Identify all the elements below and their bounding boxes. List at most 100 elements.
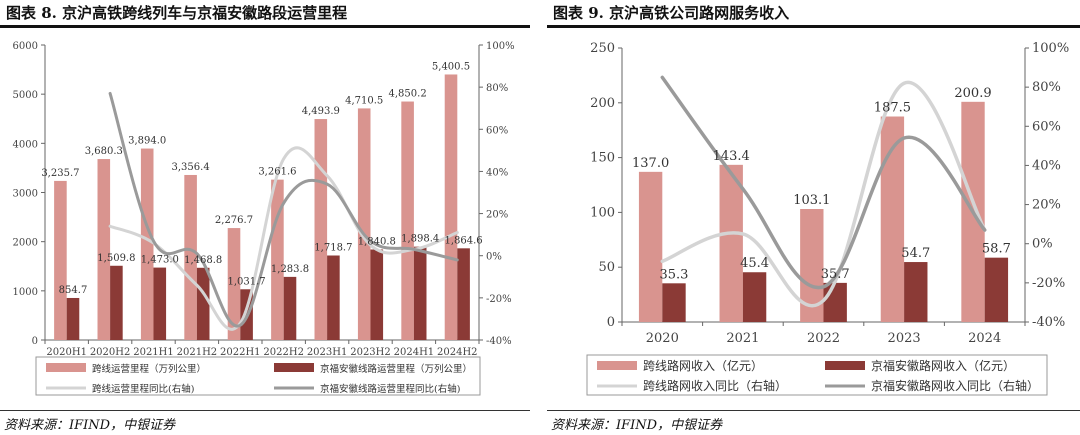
x-tick-label: 2024H2 [437,347,478,358]
y-tick-label-right: 60% [1032,119,1061,134]
title-rule [547,25,1080,28]
y-tick-label-left: 3000 [13,189,38,200]
data-label: 143.4 [713,149,750,164]
source-rule [547,410,1080,411]
data-label: 4,850.2 [389,89,427,100]
chart-title: 图表 8. 京沪高铁跨线列车与京福安徽路段运营里程 [6,4,348,22]
bar-primary [97,159,111,340]
bar-secondary [662,283,686,322]
y-tick-label-left: 0 [607,315,615,330]
data-label: 5,400.5 [432,61,470,72]
data-label: 3,261.6 [258,167,296,178]
data-label: 3,356.4 [172,162,210,173]
bar-primary [719,164,743,322]
bar-secondary [457,248,470,340]
revenue-chart: 0 50 100 150 200 250 -40% -20% 0% 20% 40% 60% 80% 100… [586,41,1069,396]
data-label: 187.5 [874,101,911,116]
bar-secondary [327,255,340,340]
legend-label: 京福安徽线路运营里程（万列公里） [320,363,472,375]
data-label: 35.3 [660,267,689,282]
y-tick-label-right: 40% [486,167,508,178]
title-rule [0,25,530,28]
data-label: 4,493.9 [302,106,340,117]
yoy-line-primary [108,146,459,331]
bar-primary [444,74,458,341]
chart-title: 图表 9. 京沪高铁公司路网服务收入 [553,4,790,22]
data-label: 103.1 [793,193,830,208]
x-tick-label: 2024H1 [394,347,435,358]
bar-secondary [66,297,80,340]
y-tick-label-right: 80% [1032,80,1061,95]
yoy-line-secondary [108,91,459,328]
data-label: 4,710.5 [345,95,383,106]
y-tick-label-right: 20% [486,210,508,221]
data-label: 3,235.7 [41,168,79,179]
bar-primary [638,171,663,322]
bar-secondary [196,267,210,340]
y-tick-label-right: -20% [1032,276,1065,291]
data-label: 1,864.6 [445,235,483,246]
y-tick-label-left: 0 [32,336,38,347]
data-label: 1,509.8 [97,253,135,264]
y-tick-label-right: 80% [486,83,508,94]
data-label: 1,840.8 [358,236,396,247]
data-label: 1,473.0 [141,255,179,266]
data-label: 2,276.7 [215,215,253,226]
source-note: 资料来源：IFIND，中银证券 [551,418,723,433]
y-tick-label-left: 250 [590,41,615,56]
x-tick-label: 2023 [888,331,921,346]
source-note: 资料来源：IFIND，中银证券 [4,418,176,433]
x-tick-label: 2022H2 [263,347,304,358]
mileage-chart: 0 1000 2000 3000 4000 5000 6000 -40% -20% 0% 20% 40… [13,41,515,396]
legend-swatch [46,363,86,372]
y-tick-label-right: 40% [1032,158,1061,173]
legend-label: 跨线路网收入同比（右轴） [643,378,787,393]
bar-primary [401,101,414,340]
x-tick-label: 2024 [968,331,1001,346]
x-tick-label: 2021H2 [177,347,218,358]
data-label: 1,898.4 [401,234,439,245]
data-label: 54.7 [901,246,930,261]
legend-label: 京福安徽线路运营里程同比(右轴) [320,383,460,395]
y-tick-label-left: 1000 [13,287,38,298]
legend-label: 京福安徽路网收入同比（右轴） [871,378,1039,393]
y-tick-label-right: 100% [1032,41,1069,56]
data-label: 35.7 [821,267,850,282]
y-tick-label-left: 150 [590,151,615,166]
legend-swatch [274,363,314,372]
legend-swatch [825,361,865,370]
y-tick-label-right: -40% [1032,315,1065,330]
y-tick-label-right: 20% [1032,198,1061,213]
bar-primary [800,209,824,322]
bar-primary [227,228,241,340]
data-label: 1,468.8 [184,255,222,266]
bar-secondary [153,267,167,340]
chart-panel-revenue: 图表 9. 京沪高铁公司路网服务收入 0 50 100 150 200 250 -40% -2… [547,0,1080,435]
bar-secondary [823,282,847,322]
bar-primary [54,180,67,340]
bar-secondary [904,262,928,322]
y-tick-label-right: 0% [1032,237,1053,252]
y-tick-label-left: 200 [590,96,615,111]
legend-swatch [597,361,637,370]
legend-label: 京福安徽路网收入（亿元） [871,358,1015,373]
y-tick-label-right: -40% [486,336,512,347]
y-tick-label-right: -20% [486,294,512,305]
bar-primary [314,119,328,340]
legend-box [586,354,1048,396]
chart-panel-mileage: 图表 8. 京沪高铁跨线列车与京福安徽路段运营里程 0 1000 2000 3000 4… [0,0,530,435]
legend-label: 跨线路网收入（亿元） [643,358,763,373]
legend-label: 跨线运营里程（万列公里） [92,363,206,375]
data-label: 137.0 [632,156,669,171]
data-label: 3,894.0 [128,136,166,147]
bar-secondary [742,272,767,322]
bar-secondary [110,265,123,340]
x-tick-label: 2023H1 [307,347,348,358]
data-label: 3,680.3 [85,146,123,157]
x-tick-label: 2020H2 [90,347,131,358]
data-label: 1,031.7 [228,276,266,287]
legend-label: 跨线运营里程同比(右轴) [92,383,194,395]
y-tick-label-right: 60% [486,125,508,136]
bar-primary [357,108,371,340]
bar-secondary [283,276,297,340]
